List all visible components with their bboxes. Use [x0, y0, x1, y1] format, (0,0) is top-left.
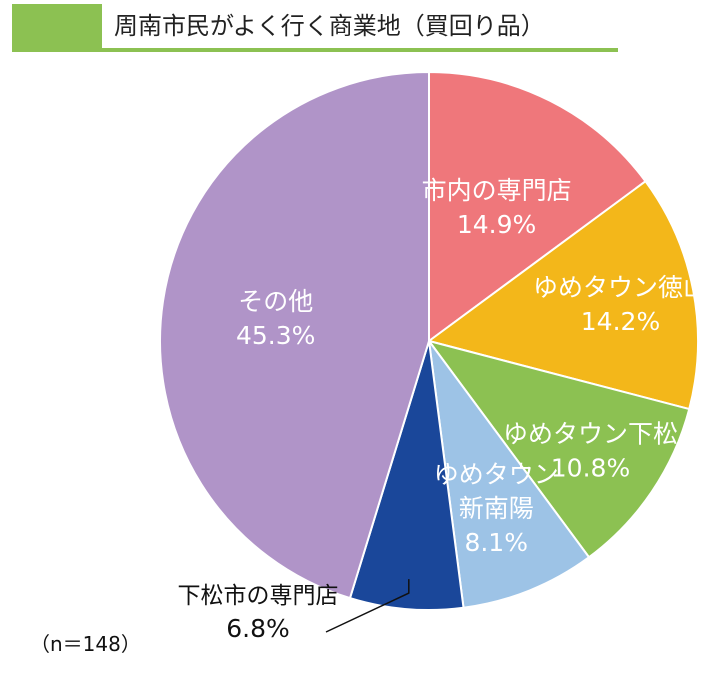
- slice-value-2: 10.8%: [551, 453, 630, 482]
- chart-header: 周南市民がよく行く商業地（買回り品）: [12, 4, 618, 52]
- slice-value-1: 14.2%: [581, 307, 660, 336]
- slice-label-3-line-0: ゆめタウン: [434, 460, 559, 489]
- slice-label-5: その他: [238, 287, 313, 316]
- slice-value-3: 8.1%: [464, 528, 528, 557]
- pie-slice-2: [426, 339, 691, 559]
- leader-line-4: [325, 579, 410, 633]
- pie-labels: 市内の専門店 14.9% ゆめタウン徳山 14.2% ゆめタウン下松 10.8%ゆめタウン…: [178, 176, 709, 643]
- slice-label-0: 市内の専門店: [422, 176, 572, 205]
- chart-title: 周南市民がよく行く商業地（買回り品）: [114, 12, 545, 40]
- pie-slice-4: [348, 340, 465, 611]
- header-accent-block: [12, 4, 102, 48]
- pie-slice-5: [159, 70, 430, 600]
- slice-label-2: ゆめタウン下松: [503, 419, 678, 448]
- slice-label-1: ゆめタウン徳山: [533, 273, 708, 302]
- slice-value-0: 14.9%: [457, 210, 536, 239]
- sample-size-note: （n＝148）: [30, 632, 141, 656]
- pie-slice-0: [428, 70, 647, 343]
- header-underline: [12, 48, 618, 52]
- slice-label-3-line-1: 新南陽: [459, 494, 534, 523]
- slice-value-4: 6.8%: [226, 614, 290, 643]
- slice-value-5: 45.3%: [236, 321, 315, 350]
- slice-label-4: 下松市の専門店: [178, 583, 339, 609]
- pie-slice-3: [427, 337, 591, 609]
- pie-slices: [159, 70, 699, 611]
- pie-slice-1: [426, 179, 699, 411]
